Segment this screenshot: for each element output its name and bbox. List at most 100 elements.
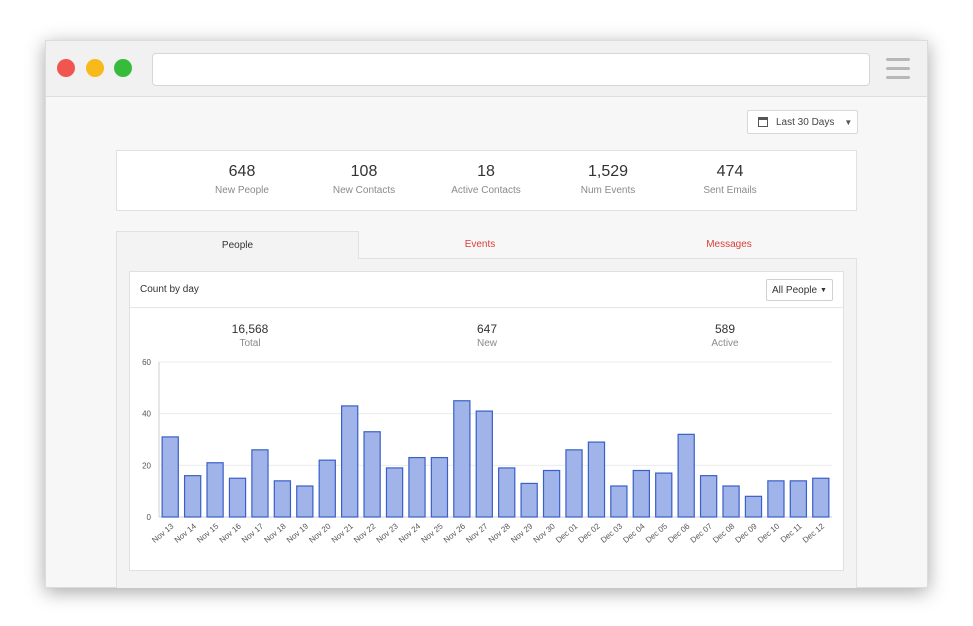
x-tick-label: Nov 19 <box>285 521 311 545</box>
panel-title: Count by day <box>140 284 199 295</box>
x-tick-label: Dec 04 <box>621 521 647 545</box>
x-tick-label: Dec 10 <box>756 521 782 545</box>
date-range-label: Last 30 Days <box>776 116 835 128</box>
stat-value: 474 <box>716 163 744 180</box>
panel-stat-label: Total <box>239 338 261 349</box>
bar <box>565 449 583 518</box>
stat-label: New Contacts <box>332 185 396 196</box>
stat-value: 18 <box>477 163 495 180</box>
caret-down-icon: ▼ <box>844 117 853 127</box>
count-by-day-panel: Count by day All People ▼ 16,568 Total 6… <box>129 271 844 571</box>
caret-down-icon: ▼ <box>820 286 827 294</box>
bar <box>812 477 830 518</box>
x-tick-label: Nov 30 <box>532 521 558 545</box>
y-tick-label: 40 <box>142 410 151 419</box>
bar <box>408 456 426 518</box>
x-tick-label: Dec 01 <box>554 521 580 545</box>
y-tick-label: 0 <box>147 513 152 522</box>
tab-people[interactable]: People <box>116 231 359 259</box>
bar <box>498 467 516 518</box>
panel-stat-active: 589 Active <box>665 322 785 349</box>
bar <box>363 431 381 518</box>
x-tick-label: Nov 22 <box>352 521 378 545</box>
x-tick-label: Nov 24 <box>397 521 423 545</box>
panel-stat-label: New <box>476 338 497 349</box>
tab-bar: People Events Messages <box>116 231 857 259</box>
stat-new-people: 648 New People <box>182 163 302 196</box>
close-window-button[interactable] <box>57 59 75 77</box>
calendar-icon <box>758 117 768 127</box>
panel-stat-new: 647 New <box>427 322 547 349</box>
x-tick-label: Nov 20 <box>307 521 333 545</box>
people-filter-label: All People <box>772 284 818 296</box>
bar <box>722 485 740 518</box>
x-tick-label: Nov 16 <box>218 521 244 545</box>
bar <box>228 477 247 518</box>
bar <box>341 405 359 518</box>
x-tick-label: Nov 14 <box>173 521 199 545</box>
stat-value: 108 <box>350 163 378 180</box>
x-tick-label: Dec 06 <box>666 521 692 545</box>
x-tick-label: Nov 23 <box>375 521 401 545</box>
bar <box>520 482 538 518</box>
date-range-dropdown[interactable]: Last 30 Days ▼ <box>747 110 858 134</box>
stat-num-events: 1,529 Num Events <box>548 163 668 196</box>
bar <box>385 467 404 518</box>
x-tick-label: Dec 08 <box>711 521 737 545</box>
bar <box>699 475 718 518</box>
x-tick-label: Nov 26 <box>442 521 468 545</box>
x-tick-label: Dec 11 <box>779 521 804 544</box>
x-tick-label: Nov 29 <box>509 521 535 545</box>
x-tick-label: Nov 17 <box>240 521 266 545</box>
panel-stat-value: 589 <box>714 322 736 336</box>
bar <box>655 472 673 518</box>
people-filter-dropdown[interactable]: All People ▼ <box>766 279 833 301</box>
panel-stat-label: Active <box>711 338 739 349</box>
x-tick-label: Nov 18 <box>262 521 288 545</box>
bar <box>273 480 292 518</box>
page-content: Last 30 Days ▼ 648 New People 108 New Co… <box>45 40 928 588</box>
panel-stat-value: 647 <box>476 322 498 336</box>
y-tick-label: 20 <box>142 461 151 470</box>
stat-new-contacts: 108 New Contacts <box>304 163 424 196</box>
stat-label: New People <box>215 185 269 196</box>
bar <box>610 485 628 518</box>
y-tick-label: 60 <box>142 358 151 367</box>
bar <box>318 459 336 518</box>
bar <box>453 400 471 518</box>
x-tick-label: Dec 02 <box>577 521 603 545</box>
x-tick-label: Dec 05 <box>644 521 670 545</box>
panel-header: Count by day All People ▼ <box>130 272 843 308</box>
hamburger-menu-icon[interactable] <box>886 58 910 80</box>
stat-label: Sent Emails <box>703 185 757 196</box>
x-tick-label: Dec 03 <box>599 521 625 545</box>
x-tick-label: Nov 28 <box>487 521 513 545</box>
stat-label: Num Events <box>580 185 636 196</box>
stat-sent-emails: 474 Sent Emails <box>670 163 790 196</box>
x-tick-label: Dec 12 <box>801 521 827 545</box>
x-tick-label: Dec 09 <box>734 521 760 545</box>
bar <box>744 495 763 518</box>
bar <box>183 475 202 518</box>
panel-stat-total: 16,568 Total <box>190 322 310 349</box>
bar <box>542 469 561 518</box>
x-tick-label: Nov 25 <box>419 521 445 545</box>
x-tick-label: Nov 15 <box>195 521 221 545</box>
maximize-window-button[interactable] <box>114 59 132 77</box>
x-tick-label: Nov 21 <box>330 521 356 545</box>
x-tick-label: Nov 13 <box>150 521 176 545</box>
x-tick-label: Dec 07 <box>689 521 715 545</box>
bar <box>161 436 179 518</box>
bar <box>251 449 269 518</box>
x-tick-label: Nov 27 <box>464 521 490 545</box>
stat-value: 648 <box>228 163 256 180</box>
panel-stat-value: 16,568 <box>231 322 269 336</box>
bar <box>430 456 449 518</box>
minimize-window-button[interactable] <box>86 59 104 77</box>
tab-messages[interactable]: Messages <box>601 231 857 259</box>
tab-events[interactable]: Events <box>359 231 601 259</box>
bar <box>206 462 224 518</box>
bar <box>475 410 493 518</box>
address-bar[interactable] <box>152 53 870 86</box>
